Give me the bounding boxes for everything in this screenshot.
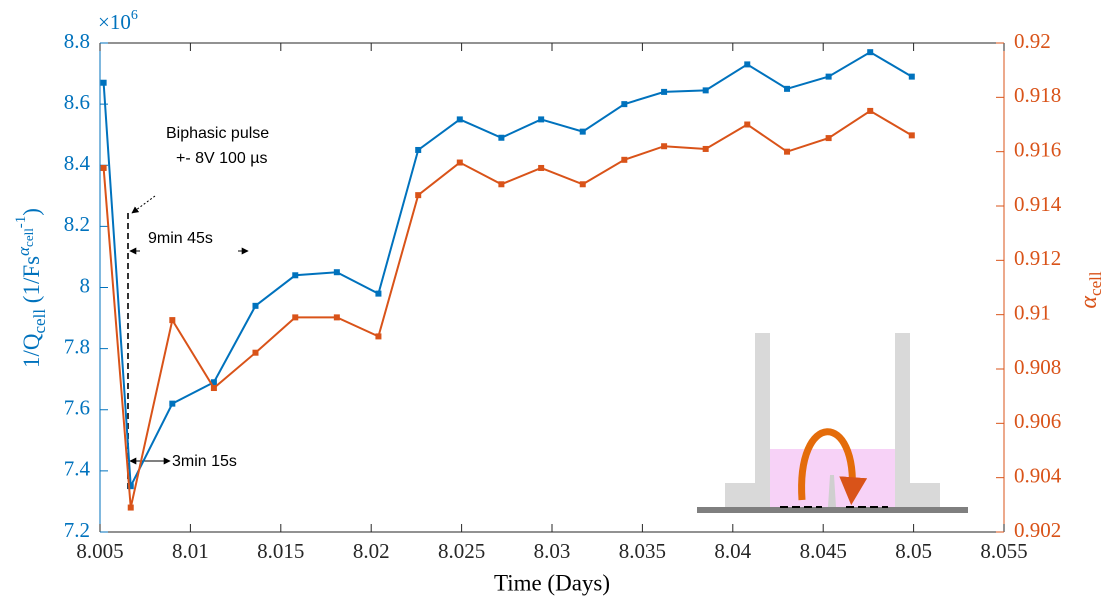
x-tick-label: 8.03 xyxy=(534,539,571,563)
point xyxy=(867,49,874,56)
y2-tick-label: 0.918 xyxy=(1014,83,1061,107)
y2-tick-label: 0.914 xyxy=(1014,192,1062,216)
point xyxy=(825,73,832,80)
x-tick-label: 8.04 xyxy=(714,539,751,563)
x-tick-label: 8.02 xyxy=(353,539,390,563)
point xyxy=(252,349,259,356)
y2-tick-label: 0.902 xyxy=(1014,518,1061,542)
x-tick-label: 8.005 xyxy=(76,539,123,563)
point xyxy=(415,146,422,153)
point xyxy=(169,317,176,324)
point xyxy=(744,121,751,128)
point xyxy=(621,156,628,163)
series-line xyxy=(102,51,913,490)
point xyxy=(621,101,628,108)
x-tick-label: 8.015 xyxy=(257,539,304,563)
point xyxy=(127,504,134,511)
point xyxy=(661,143,668,150)
plot xyxy=(100,49,915,511)
y-tick-label: 7.2 xyxy=(64,518,90,542)
y-axis-label: 1/Qcell (1/Fsαcell-1) xyxy=(13,208,48,368)
point xyxy=(498,181,505,188)
x-tick-label: 8.01 xyxy=(172,539,209,563)
y2-tick-label: 0.908 xyxy=(1014,355,1061,379)
point xyxy=(456,159,463,166)
y-tick-label: 8.4 xyxy=(64,151,91,175)
point xyxy=(333,269,340,276)
inset-base xyxy=(697,507,968,513)
point xyxy=(579,181,586,188)
point xyxy=(375,333,382,340)
x-tick-label: 8.05 xyxy=(895,539,932,563)
x-tick-label: 8.045 xyxy=(800,539,847,563)
series-line xyxy=(102,109,913,508)
point xyxy=(169,400,176,407)
y2-tick-label: 0.916 xyxy=(1014,137,1061,161)
point xyxy=(702,145,709,152)
point xyxy=(210,379,217,386)
inset-field-arrow xyxy=(798,428,868,506)
y2-tick-label: 0.904 xyxy=(1014,463,1062,487)
axes: 8.005 8.01 8.015 8.02 8.025 8.03 8.035 8.04 8.04… xyxy=(64,29,1062,563)
point xyxy=(538,164,545,171)
point xyxy=(784,85,791,92)
point xyxy=(100,79,107,86)
point xyxy=(456,116,463,123)
y-exponent: ×106 xyxy=(98,8,138,34)
point xyxy=(100,164,107,171)
y-tick-label: 7.8 xyxy=(64,334,90,358)
x-tick-label: 8.055 xyxy=(980,539,1027,563)
y2-tick-label: 0.912 xyxy=(1014,246,1061,270)
y2-tick-label: 0.906 xyxy=(1014,409,1061,433)
point xyxy=(127,483,134,490)
point xyxy=(908,132,915,139)
y-tick-label: 8.6 xyxy=(64,90,90,114)
inset-block xyxy=(910,483,940,507)
point xyxy=(292,314,299,321)
point xyxy=(908,73,915,80)
annotation: +- 8V 100 µs xyxy=(176,150,268,167)
point xyxy=(538,116,545,123)
annotation: 9min 45s xyxy=(148,230,213,247)
y-tick-label: 8.8 xyxy=(64,29,90,53)
inset-block xyxy=(725,483,755,507)
y2-axis-label: αcell xyxy=(1076,271,1105,308)
point xyxy=(415,192,422,199)
inset-pillar xyxy=(755,333,770,507)
annotations: Biphasic pulse +- 8V 100 µs 9min 45s 3mi… xyxy=(127,125,269,490)
annotation: Biphasic pulse xyxy=(166,125,269,142)
point xyxy=(579,128,586,135)
point xyxy=(210,385,217,392)
y-tick-label: 8.2 xyxy=(64,212,90,236)
inset-spike xyxy=(828,475,836,507)
point xyxy=(784,148,791,155)
point xyxy=(375,290,382,297)
x-tick-label: 8.025 xyxy=(438,539,485,563)
point xyxy=(702,87,709,94)
point xyxy=(333,314,340,321)
point xyxy=(292,272,299,279)
point xyxy=(867,107,874,114)
x-axis-label: Time (Days) xyxy=(494,570,610,595)
point xyxy=(825,135,832,142)
point xyxy=(498,134,505,141)
point xyxy=(252,302,259,309)
y2-tick-label: 0.92 xyxy=(1014,29,1051,53)
y2-tick-label: 0.91 xyxy=(1014,300,1051,324)
y-tick-label: 7.4 xyxy=(64,457,91,481)
inset-pillar xyxy=(895,333,910,507)
x-tick-label: 8.035 xyxy=(619,539,666,563)
point xyxy=(661,88,668,95)
pulse-arrow xyxy=(131,195,156,214)
annotation: 3min 15s xyxy=(172,453,237,470)
inset-diagram xyxy=(697,333,968,513)
y-tick-label: 7.6 xyxy=(64,396,90,420)
point xyxy=(744,61,751,68)
y-tick-label: 8 xyxy=(80,273,91,297)
